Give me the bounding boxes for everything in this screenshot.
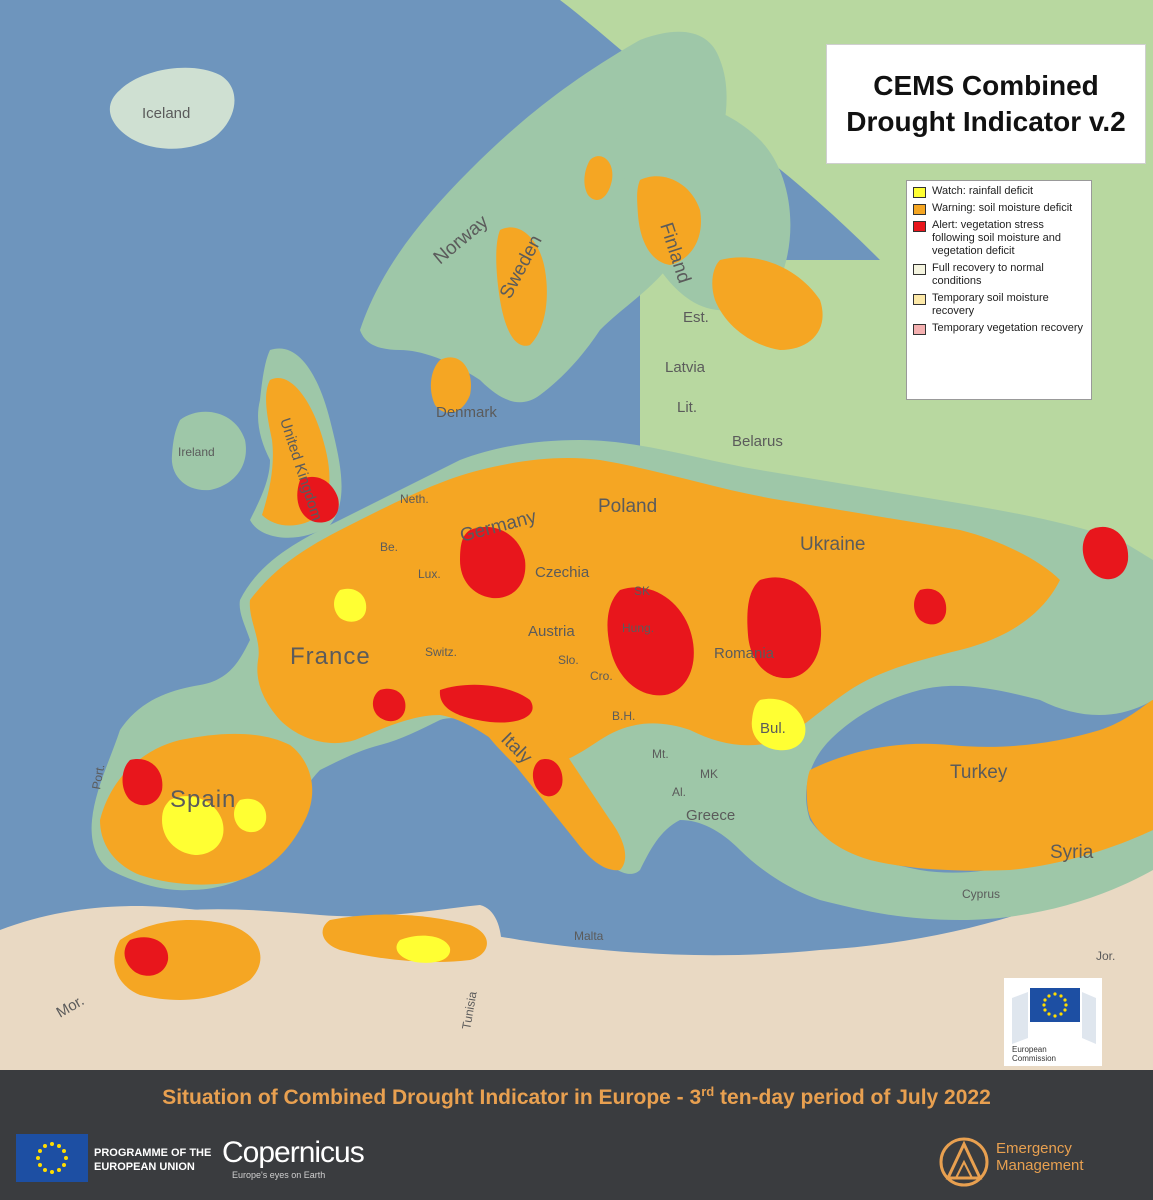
legend-swatch-temp-veg-recovery	[913, 324, 926, 335]
label-iceland: Iceland	[142, 105, 190, 122]
legend-item: Alert: vegetation stress following soil …	[913, 219, 1085, 258]
label-ukraine: Ukraine	[800, 534, 865, 555]
label-albania: Al.	[672, 785, 686, 799]
eu-flag-icon	[16, 1134, 88, 1182]
label-slovenia: Slo.	[558, 653, 579, 667]
emergency-management-logo-icon	[939, 1137, 989, 1187]
label-hungary: Hung.	[622, 621, 654, 635]
map-title-box: CEMS Combined Drought Indicator v.2	[826, 44, 1146, 164]
label-portugal: Port.	[89, 763, 107, 790]
copernicus-name: Copernicus	[222, 1136, 365, 1169]
ec-line1: European	[1012, 1045, 1047, 1054]
legend-item: Temporary vegetation recovery	[913, 322, 1085, 335]
ireland-shape	[171, 411, 246, 491]
label-lithuania: Lit.	[677, 399, 697, 416]
country-labels: Iceland Norway Sweden Finland Est. Latvi…	[54, 105, 1116, 1031]
label-austria: Austria	[528, 623, 575, 640]
label-syria: Syria	[1050, 842, 1094, 863]
label-denmark: Denmark	[436, 404, 497, 421]
drought-map: Iceland Norway Sweden Finland Est. Latvi…	[0, 0, 1153, 1070]
legend-swatch-watch	[913, 187, 926, 198]
label-lux: Lux.	[418, 567, 441, 581]
ec-line2: Commission	[1012, 1054, 1056, 1063]
label-bulgaria: Bul.	[760, 720, 786, 737]
label-north-macedonia: MK	[700, 767, 718, 781]
map-title-line2: Drought Indicator v.2	[846, 106, 1126, 137]
map-title-line1: CEMS Combined	[873, 70, 1099, 101]
label-ireland: Ireland	[178, 445, 215, 459]
copernicus-tagline: Europe's eyes on Earth	[232, 1170, 326, 1180]
legend-item: Watch: rainfall deficit	[913, 185, 1085, 198]
legend-swatch-warning	[913, 204, 926, 215]
ec-logo-graphic: European Commission	[1012, 988, 1096, 1063]
label-turkey: Turkey	[950, 762, 1008, 783]
legend-swatch-temp-soil-recovery	[913, 294, 926, 305]
legend-swatch-alert	[913, 221, 926, 232]
watch-zones	[162, 588, 806, 963]
label-switzerland: Switz.	[425, 645, 457, 659]
legend-swatch-full-recovery	[913, 264, 926, 275]
label-belgium: Be.	[380, 540, 398, 554]
emergency-management-label: Emergency Management	[996, 1140, 1084, 1174]
european-commission-logo: European Commission	[1004, 978, 1102, 1066]
label-cyprus: Cyprus	[962, 887, 1000, 901]
iceland-shape	[109, 67, 235, 149]
label-montenegro: Mt.	[652, 747, 669, 761]
map-legend: Watch: rainfall deficit Warning: soil mo…	[906, 180, 1092, 400]
legend-item: Full recovery to normal conditions	[913, 262, 1085, 288]
label-poland: Poland	[598, 496, 657, 517]
label-latvia: Latvia	[665, 359, 706, 376]
alert-zones	[122, 476, 1129, 976]
map-caption: Situation of Combined Drought Indicator …	[162, 1084, 991, 1109]
legend-label: Temporary soil moisture recovery	[932, 292, 1049, 317]
label-tunisia: Tunisia	[459, 990, 479, 1030]
label-slovakia: SK	[634, 584, 650, 598]
label-spain: Spain	[170, 786, 236, 813]
eu-programme-label: PROGRAMME OF THE EUROPEAN UNION	[94, 1147, 212, 1173]
legend-item: Temporary soil moisture recovery	[913, 292, 1085, 318]
label-czechia: Czechia	[535, 564, 590, 581]
legend-label: Warning: soil moisture deficit	[932, 202, 1073, 214]
label-jordan: Jor.	[1096, 949, 1115, 963]
label-malta: Malta	[574, 929, 604, 943]
legend-label: Temporary vegetation recovery	[932, 322, 1084, 334]
label-bosnia: B.H.	[612, 709, 635, 723]
copernicus-logo: Copernicus Europe's eyes on Earth	[222, 1136, 365, 1180]
label-greece: Greece	[686, 807, 735, 824]
label-france: France	[290, 643, 371, 670]
label-belarus: Belarus	[732, 433, 783, 450]
label-estonia: Est.	[683, 309, 709, 326]
legend-label: Alert: vegetation stress following soil …	[932, 219, 1062, 257]
label-croatia: Cro.	[590, 669, 613, 683]
label-neth: Neth.	[400, 492, 429, 506]
legend-item: Warning: soil moisture deficit	[913, 202, 1085, 215]
legend-label: Watch: rainfall deficit	[932, 185, 1034, 197]
label-romania: Romania	[714, 645, 775, 662]
legend-label: Full recovery to normal conditions	[932, 262, 1044, 287]
footer: Situation of Combined Drought Indicator …	[0, 1070, 1153, 1200]
